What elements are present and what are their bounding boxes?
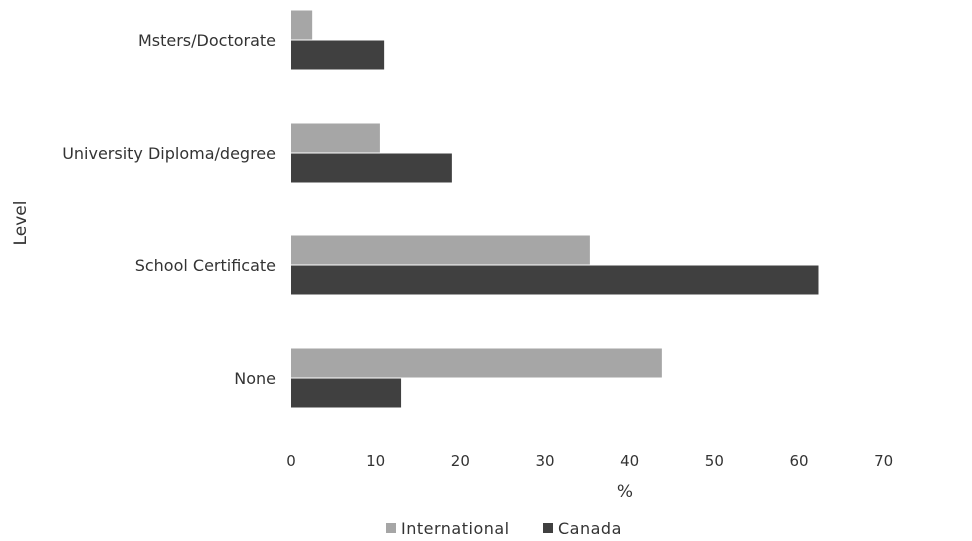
bar-canada-school-certificate [291,265,819,295]
legend-label-international: International [401,519,510,538]
x-axis-title: % [617,482,633,502]
category-labels: Msters/Doctorate University Diploma/degre… [62,31,276,388]
category-label-university-diploma-degree: University Diploma/degree [62,144,276,163]
legend: International Canada [386,519,622,538]
category-label-msters-doctorate: Msters/Doctorate [138,31,276,50]
x-tick-40: 40 [620,452,639,470]
bar-international-none [291,348,662,378]
bar-canada-msters-doctorate [291,40,385,70]
x-tick-60: 60 [789,452,808,470]
x-tick-10: 10 [366,452,385,470]
bar-international-university-diploma-degree [291,123,380,153]
bar-international-school-certificate [291,235,590,265]
bar-canada-none [291,378,402,408]
y-axis-title: Level [11,201,31,246]
bar-canada-university-diploma-degree [291,153,452,183]
bars-group [291,10,819,408]
x-tick-70: 70 [874,452,893,470]
x-tick-0: 0 [286,452,296,470]
bar-international-msters-doctorate [291,10,313,40]
category-label-none: None [234,369,276,388]
legend-label-canada: Canada [558,519,622,538]
x-tick-20: 20 [451,452,470,470]
x-tick-30: 30 [535,452,554,470]
legend-swatch-international [386,523,396,533]
x-tick-labels: 0 10 20 30 40 50 60 70 [286,452,893,470]
x-tick-50: 50 [705,452,724,470]
legend-swatch-canada [543,523,553,533]
category-label-school-certificate: School Certificate [135,256,276,275]
